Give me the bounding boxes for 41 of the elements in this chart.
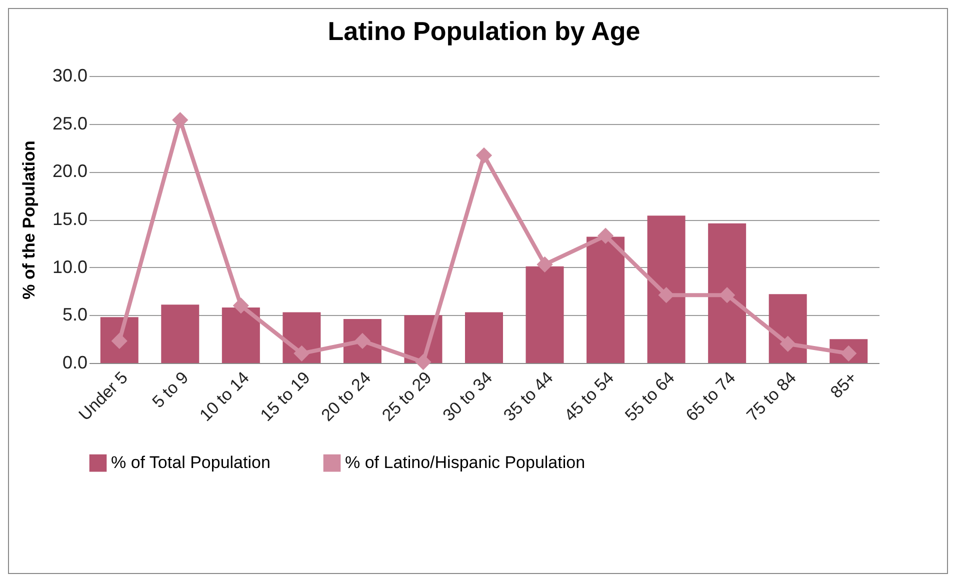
x-tick-label: 35 to 44 (500, 368, 557, 425)
point (294, 345, 310, 362)
point (415, 354, 432, 370)
bar (465, 312, 503, 363)
point (476, 147, 492, 164)
point (780, 336, 796, 352)
x-tick-label: 75 to 84 (742, 368, 800, 425)
y-tick-label: 30.0 (52, 66, 88, 86)
bar (222, 308, 260, 363)
x-tick-label: 10 to 14 (196, 368, 253, 425)
x-tick-label: 85+ (826, 368, 861, 402)
x-tick-label: 15 to 19 (256, 368, 314, 425)
point (536, 256, 553, 273)
x-tick-label: 20 to 24 (318, 368, 374, 425)
y-tick-label: 20.0 (52, 161, 88, 182)
y-tick-label: 5.0 (62, 304, 88, 325)
legend-label: % of Latino/Hispanic Population (345, 453, 586, 472)
y-tick-label: 10.0 (52, 256, 88, 277)
x-tick-label: 45 to 54 (560, 368, 618, 425)
bar (768, 294, 807, 363)
bar (586, 236, 625, 363)
y-tick-label: 25.0 (52, 113, 88, 134)
point (658, 287, 674, 304)
x-tick-label: 5 to 9 (148, 368, 192, 412)
bar (647, 216, 686, 363)
point (597, 228, 614, 244)
y-tick-label: 0.0 (62, 352, 88, 372)
bar (161, 304, 200, 363)
point (719, 287, 736, 304)
x-tick-label: 25 to 29 (378, 368, 436, 425)
legend-label: % of Total Population (111, 453, 270, 472)
x-tick-label: 30 to 34 (439, 368, 496, 425)
point (172, 112, 188, 128)
x-tick-label: 65 to 74 (682, 368, 740, 425)
y-axis-title: % of the Population (19, 140, 38, 300)
bar (526, 266, 564, 363)
bar (708, 223, 746, 363)
chart-title: Latino Population by Age (328, 16, 640, 46)
point (232, 298, 249, 314)
x-tick-label: 55 to 64 (621, 368, 678, 425)
y-tick-label: 15.0 (52, 209, 88, 229)
